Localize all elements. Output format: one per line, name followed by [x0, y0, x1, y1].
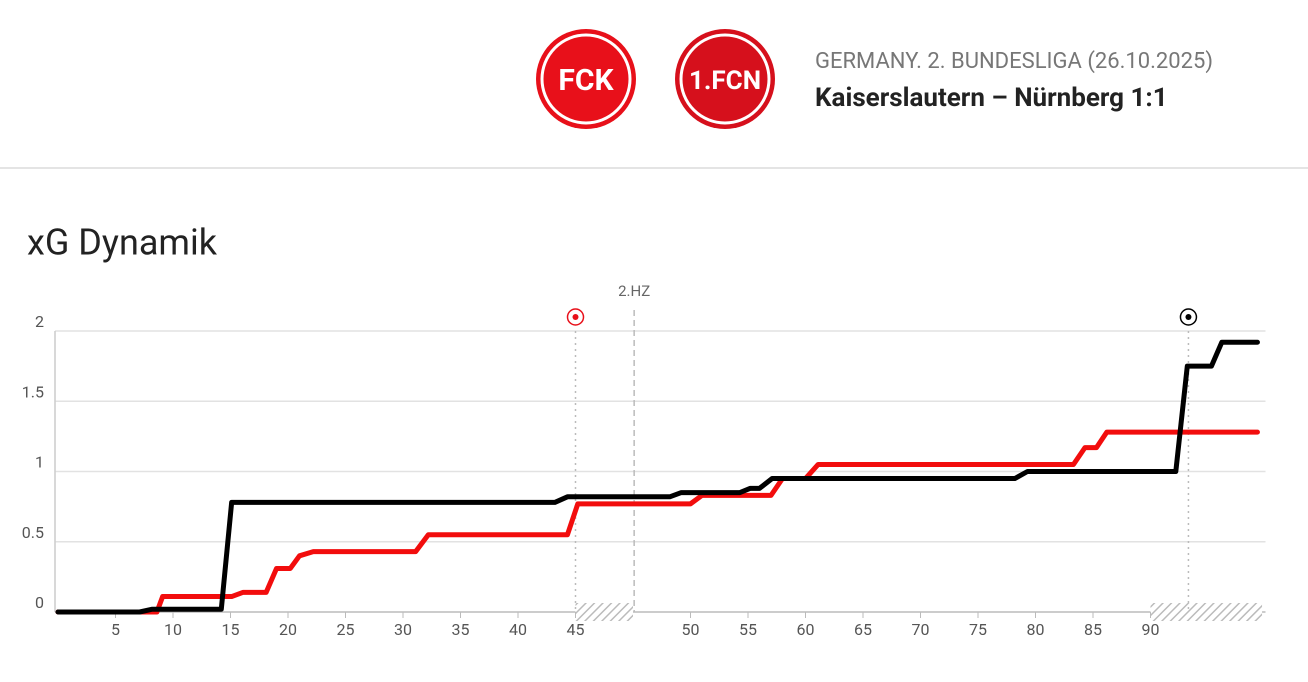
x-tick-label: 15: [222, 620, 240, 639]
x-tick-label: 85: [1084, 620, 1102, 639]
x-tick-label: 50: [682, 620, 700, 639]
y-tick-label: 1: [35, 453, 44, 472]
x-tick-label: 30: [394, 620, 412, 639]
stoppage-time: [1150, 603, 1263, 621]
half-time-label: 2.HZ: [618, 282, 650, 300]
x-tick-label: 10: [164, 620, 182, 639]
x-tick-label: 75: [969, 620, 987, 639]
x-tick-label: 35: [452, 620, 470, 639]
x-tick-label: 60: [797, 620, 815, 639]
away-logo-text: 1.FCN: [689, 66, 761, 96]
away-logo: 1.FCN: [675, 29, 775, 129]
x-tick-label: 45: [567, 620, 585, 639]
x-tick-label: 5: [111, 620, 120, 639]
match-title: Kaiserslautern – Nürnberg 1:1: [815, 83, 1168, 113]
y-tick-label: 0: [35, 593, 44, 612]
y-tick-label: 1.5: [22, 382, 44, 401]
goal-icon-center: [1185, 314, 1192, 320]
competition: GERMANY. 2. BUNDESLIGA (26.10.2025): [815, 49, 1213, 74]
x-tick-label: 40: [509, 620, 527, 639]
x-tick-label: 65: [854, 620, 872, 639]
x-tick-label: 25: [337, 620, 355, 639]
y-tick-label: 0.5: [22, 523, 44, 542]
plot: 00.511.525 10 15 20 25 30 35 40 45 50 55 60 65 70 75 80…: [22, 282, 1266, 639]
xg-line: [55, 429, 1260, 615]
x-tick-label: 90: [1142, 620, 1160, 639]
goal-icon-center: [572, 314, 579, 320]
x-tick-label: 70: [912, 620, 930, 639]
home-logo: FCK: [536, 29, 636, 129]
home-logo-text: FCK: [558, 63, 614, 98]
stoppage-time: [575, 603, 633, 621]
xg-line: [55, 339, 1260, 615]
y-tick-label: 2: [35, 312, 44, 331]
chart-title: xG Dynamik: [27, 222, 218, 264]
x-tick-label: 55: [739, 620, 757, 639]
x-tick-label: 80: [1027, 620, 1045, 639]
x-tick-label: 20: [279, 620, 297, 639]
